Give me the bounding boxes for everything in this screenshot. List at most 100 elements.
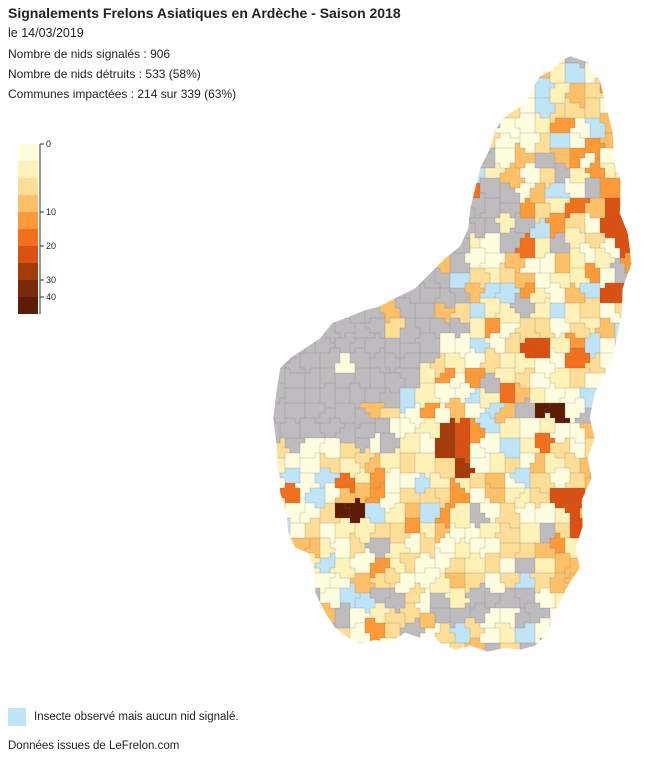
commune-fill	[370, 233, 391, 239]
commune-fill	[335, 338, 356, 344]
commune-fill	[515, 478, 531, 484]
commune-fill	[445, 363, 466, 369]
commune-fill	[470, 303, 486, 309]
commune-fill	[285, 438, 306, 444]
commune-fill	[550, 78, 566, 84]
commune-fill	[370, 263, 381, 269]
commune-fill	[555, 513, 571, 519]
commune-fill	[370, 548, 391, 554]
commune-fill	[445, 653, 466, 658]
commune-fill	[335, 498, 356, 504]
commune-fill	[410, 418, 426, 424]
commune-fill	[520, 113, 536, 119]
commune-fill	[500, 213, 511, 219]
commune-fill	[400, 448, 421, 454]
commune-fill	[440, 153, 456, 159]
commune-fill	[480, 633, 501, 639]
commune-fill	[273, 273, 291, 279]
commune-fill	[350, 218, 371, 224]
commune-fill	[520, 103, 536, 109]
commune-fill	[485, 478, 506, 484]
commune-fill	[565, 68, 586, 74]
commune-fill	[440, 128, 451, 134]
commune-fill	[460, 318, 471, 324]
commune-fill	[273, 328, 286, 334]
commune-fill	[465, 133, 481, 139]
commune-fill	[420, 163, 441, 169]
commune-fill	[615, 158, 631, 164]
commune-fill	[320, 303, 336, 309]
commune-fill	[435, 83, 456, 89]
commune-fill	[320, 378, 336, 384]
commune-fill	[405, 618, 416, 624]
commune-fill	[635, 58, 650, 64]
commune-fill	[300, 88, 321, 94]
commune-fill	[630, 83, 632, 89]
commune-fill	[305, 188, 321, 194]
commune-fill	[570, 178, 586, 184]
commune-fill	[500, 443, 521, 449]
commune-fill	[385, 553, 401, 559]
commune-fill	[435, 578, 451, 584]
commune-fill	[595, 493, 611, 499]
commune-fill	[273, 413, 286, 419]
commune-fill	[320, 653, 336, 658]
commune-fill	[520, 193, 531, 199]
commune-fill	[450, 418, 456, 424]
commune-fill	[320, 133, 336, 139]
commune-fill	[405, 198, 411, 204]
commune-fill	[285, 463, 301, 469]
commune-fill	[585, 143, 606, 149]
commune-fill	[530, 383, 551, 389]
commune-fill	[470, 56, 486, 59]
commune-fill	[630, 333, 632, 339]
commune-fill	[625, 283, 632, 289]
commune-fill	[430, 318, 446, 324]
commune-fill	[455, 238, 471, 244]
commune-fill	[405, 323, 416, 329]
commune-fill	[615, 468, 626, 474]
commune-fill	[450, 628, 471, 634]
commune-fill	[585, 273, 601, 279]
commune-fill	[365, 623, 386, 629]
commune-fill	[305, 218, 321, 224]
commune-fill	[420, 543, 436, 549]
commune-fill	[500, 638, 516, 644]
commune-fill	[630, 298, 632, 304]
commune-fill	[470, 548, 481, 554]
commune-fill	[335, 313, 351, 319]
commune-fill	[600, 603, 616, 609]
commune-fill	[615, 453, 632, 459]
commune-fill	[505, 348, 521, 354]
commune-fill	[355, 413, 371, 419]
commune-fill	[320, 528, 336, 534]
commune-fill	[630, 553, 632, 559]
commune-fill	[415, 403, 421, 409]
commune-fill	[615, 98, 632, 104]
commune-fill	[585, 108, 601, 114]
commune-fill	[470, 503, 481, 509]
commune-fill	[273, 288, 286, 294]
commune-fill	[325, 383, 336, 389]
commune-fill	[515, 398, 526, 404]
commune-fill	[340, 333, 346, 339]
commune-fill	[635, 373, 650, 379]
commune-fill	[515, 468, 531, 474]
commune-fill	[375, 128, 391, 134]
commune-fill	[600, 273, 616, 279]
commune-fill	[420, 63, 431, 69]
commune-fill	[440, 353, 446, 359]
commune-fill	[415, 128, 441, 134]
commune-fill	[430, 483, 451, 489]
commune-fill	[435, 538, 441, 544]
page-title: Signalements Frelons Asiatiques en Ardèc…	[8, 5, 401, 21]
commune-fill	[440, 428, 456, 434]
commune-fill	[440, 568, 446, 574]
commune-fill	[550, 313, 566, 319]
commune-fill	[580, 243, 591, 249]
commune-fill	[440, 283, 451, 289]
commune-fill	[640, 518, 650, 524]
commune-fill	[600, 523, 621, 529]
commune-fill	[455, 178, 476, 184]
commune-fill	[290, 133, 296, 139]
